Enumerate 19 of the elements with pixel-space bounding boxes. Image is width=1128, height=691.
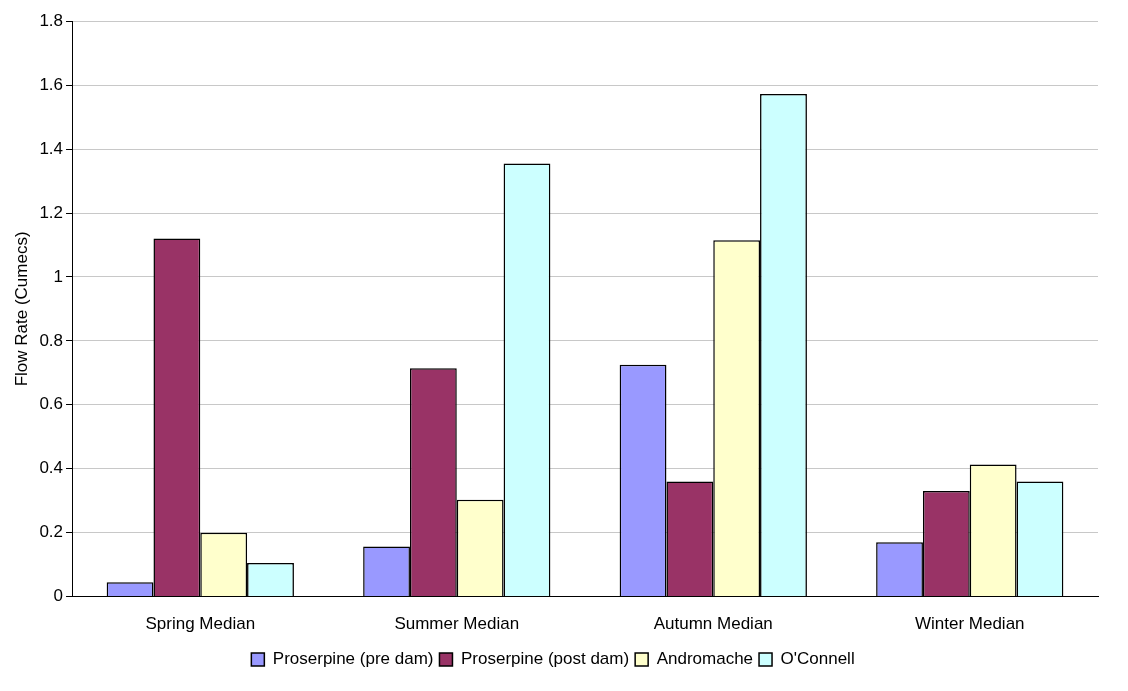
x-tick-label: Winter Median [914, 614, 1025, 634]
x-tick-label: Spring Median [145, 614, 256, 634]
x-tick-label: Summer Median [394, 614, 520, 634]
y-tick-label: 1.4 [39, 138, 64, 158]
legend-label: Andromache [656, 649, 754, 669]
legend-label: Proserpine (pre dam) [272, 649, 434, 669]
y-tick-label: 0.2 [39, 522, 64, 542]
y-tick-label: 1.6 [39, 74, 64, 94]
y-tick-label: 0.8 [39, 330, 64, 350]
y-tick-label: 0.6 [39, 394, 64, 414]
y-tick-label: 0.4 [39, 458, 64, 478]
y-tick-label: 1.8 [39, 10, 64, 30]
y-axis-title: Flow Rate (Cumecs) [11, 231, 31, 387]
x-tick-label: Autumn Median [653, 614, 773, 634]
y-tick-label: 0 [53, 586, 64, 606]
y-tick-label: 1 [53, 266, 64, 286]
legend-label: O'Connell [780, 649, 855, 669]
legend-label: Proserpine (post dam) [460, 649, 630, 669]
y-tick-label: 1.2 [39, 202, 64, 222]
